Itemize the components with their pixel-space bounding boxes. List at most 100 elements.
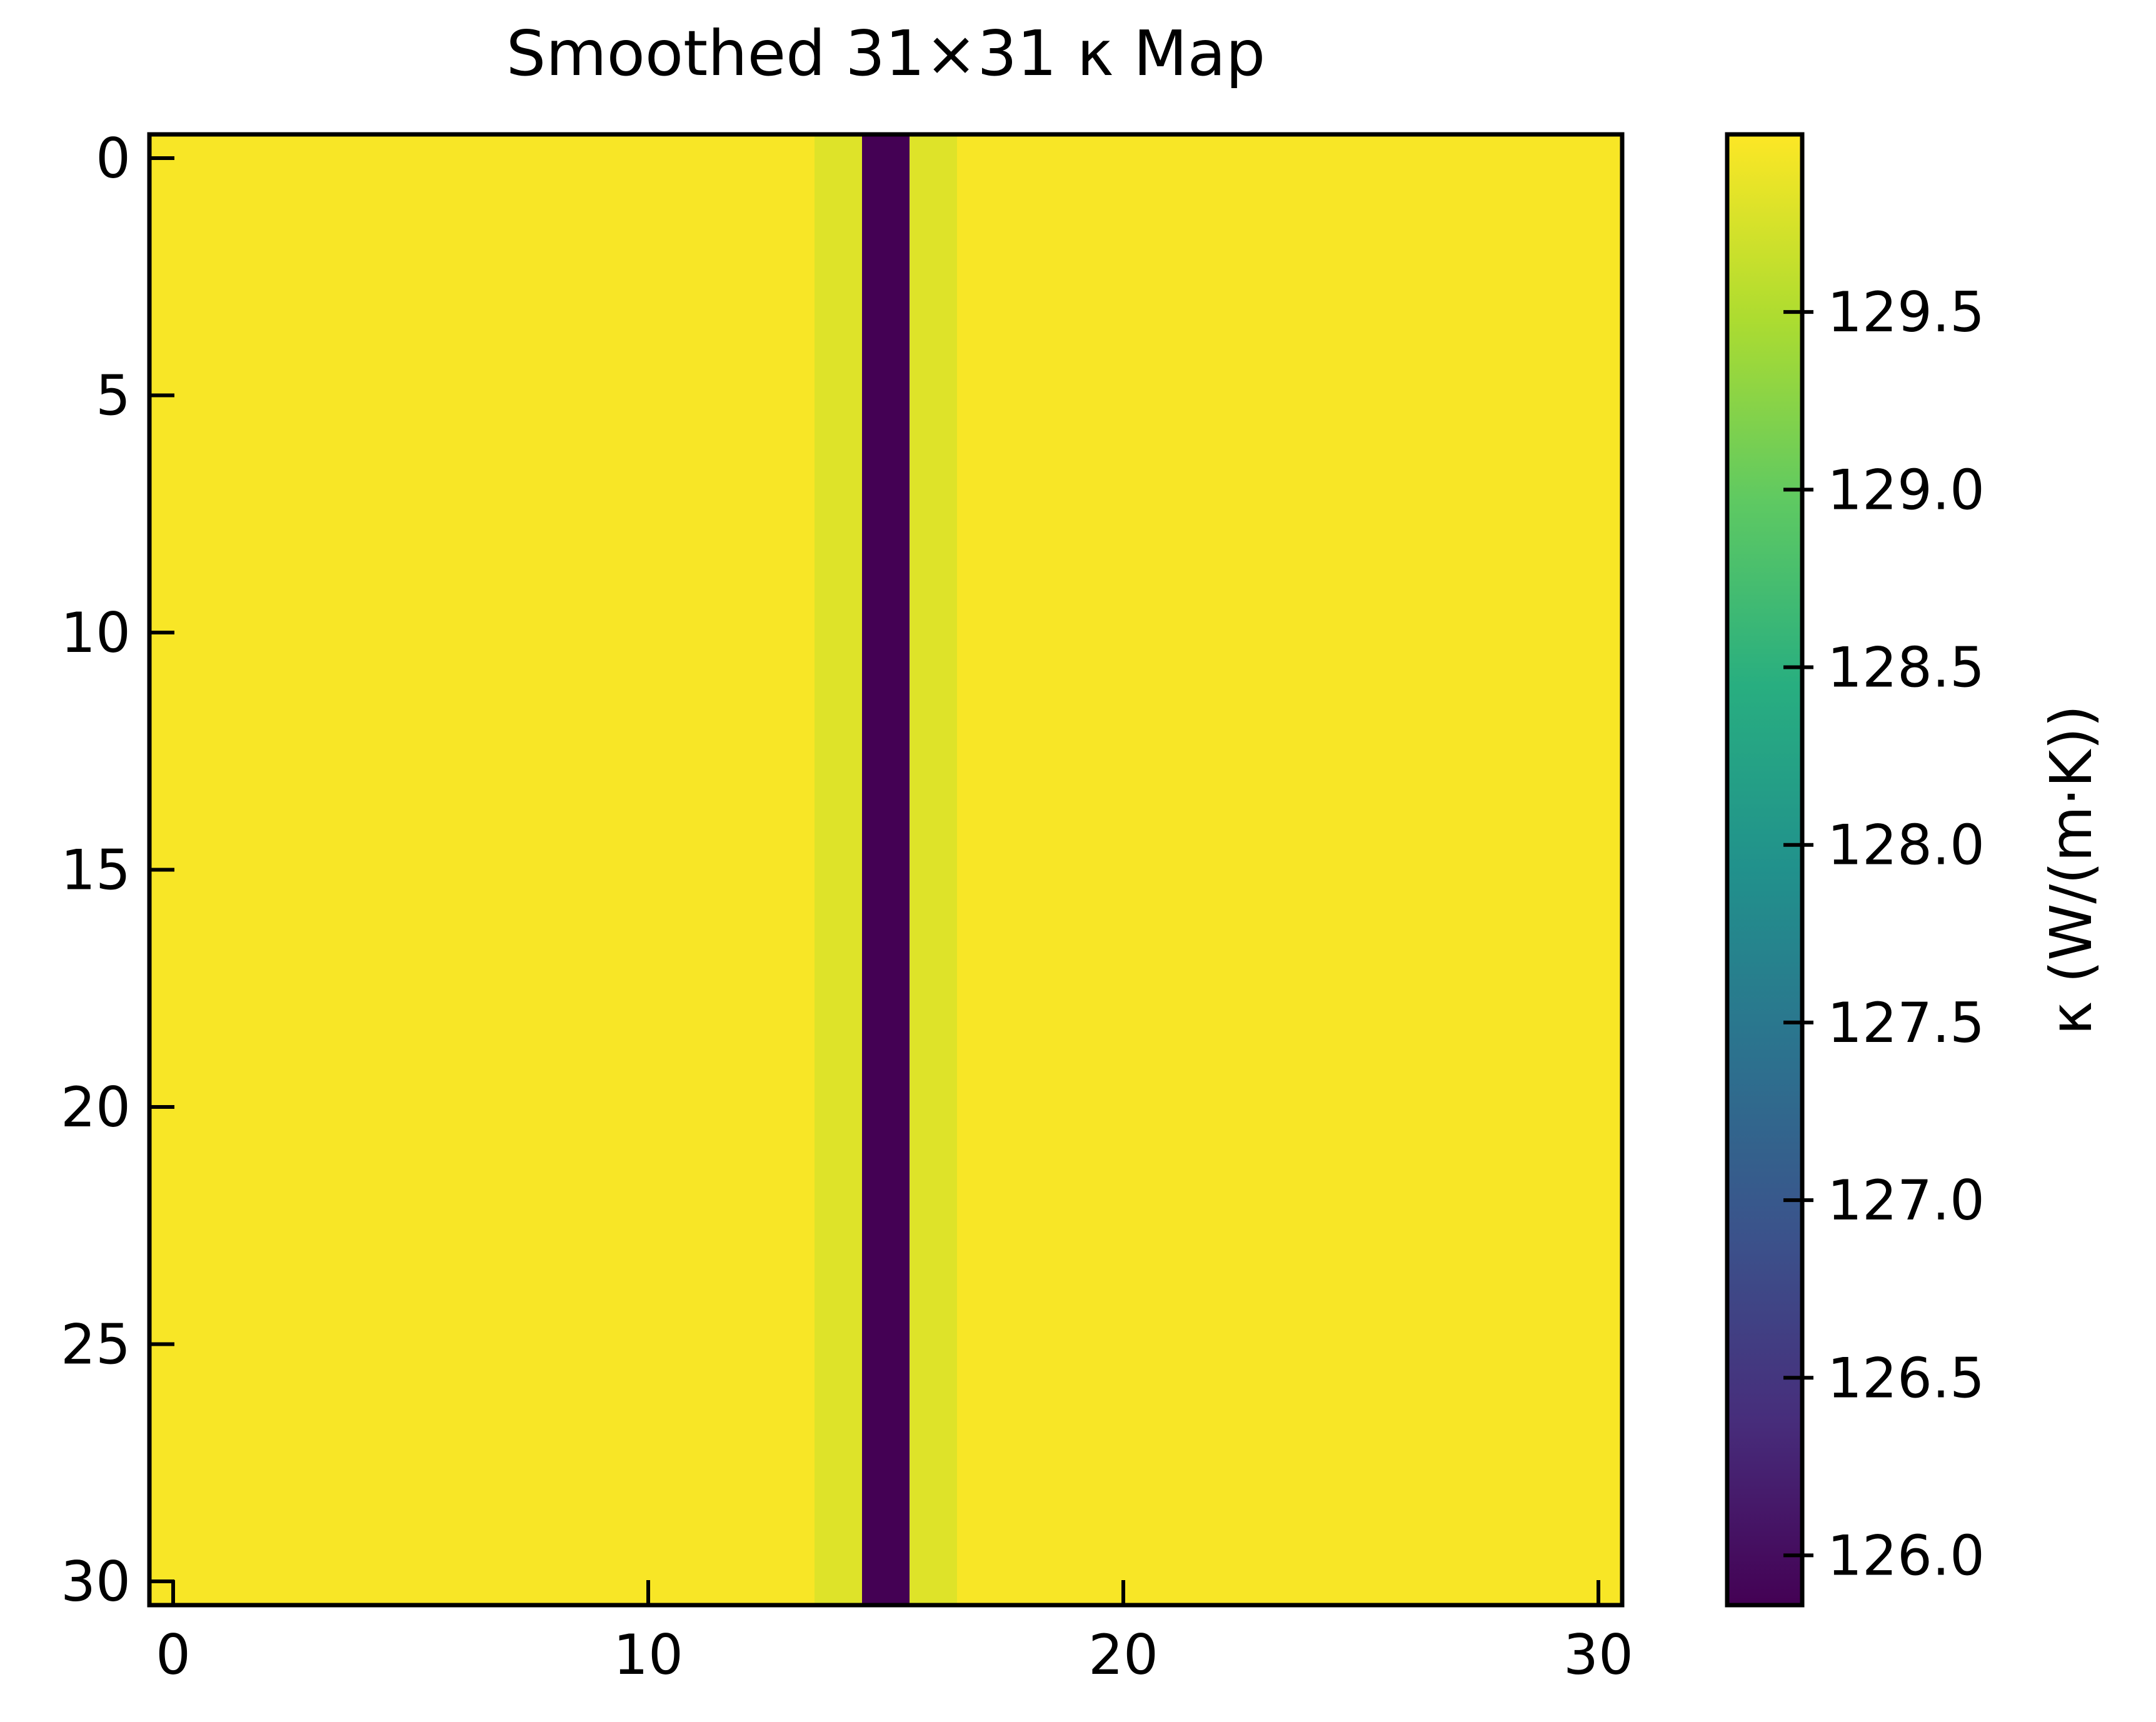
heatmap-cell [1432,514,1480,562]
heatmap-cell [672,609,720,657]
heatmap-cell [1527,466,1575,514]
heatmap-cell [767,893,815,941]
heatmap-cell [529,656,578,704]
heatmap-cell [529,561,578,609]
heatmap-cell [387,1178,435,1226]
heatmap-cell [1527,703,1575,752]
heatmap-cell [957,751,1005,799]
heatmap-cell [1242,846,1290,894]
heatmap-cell [149,181,198,230]
heatmap-cell [1147,324,1195,373]
heatmap-cell [529,1178,578,1226]
heatmap-cell [1527,798,1575,847]
heatmap-cell [862,798,910,847]
heatmap-cell [292,941,340,989]
heatmap-cell [1005,703,1053,752]
heatmap-cell [1290,1225,1338,1274]
heatmap-cell [1052,1463,1100,1511]
heatmap-cell [1575,229,1623,278]
heatmap-cell [957,1083,1005,1131]
heatmap-cell [292,324,340,373]
heatmap-cell [1147,1225,1195,1274]
heatmap-cell [767,1415,815,1463]
heatmap-cell [910,371,958,420]
heatmap-cell [244,1368,293,1416]
heatmap-cell [910,1225,958,1274]
heatmap-cell [1575,419,1623,467]
heatmap-cell [1147,1273,1195,1321]
heatmap-cell [1147,751,1195,799]
heatmap-cell [434,1415,483,1463]
heatmap-cell [1432,419,1480,467]
heatmap-cell [815,134,863,183]
heatmap-cell [529,609,578,657]
heatmap-cell [1337,561,1385,609]
heatmap-cell [1527,1130,1575,1179]
heatmap-cell [862,134,910,183]
heatmap-cell [1290,988,1338,1036]
heatmap-cell [434,561,483,609]
heatmap-cell [957,1415,1005,1463]
heatmap-cell [1385,1368,1433,1416]
heatmap-cell [292,798,340,847]
heatmap-cell [387,798,435,847]
heatmap-cell [1432,656,1480,704]
heatmap-cell [529,893,578,941]
heatmap-cell [1100,893,1148,941]
heatmap-cell [1052,609,1100,657]
heatmap-cell [197,1415,245,1463]
heatmap-cell [672,1415,720,1463]
heatmap-cell [815,1130,863,1179]
heatmap-cell [1290,941,1338,989]
heatmap-cell [767,466,815,514]
heatmap-cell [1575,988,1623,1036]
colorbar [1725,132,1805,1608]
heatmap-cell [529,751,578,799]
heatmap-cell [720,514,768,562]
heatmap-cell [197,1178,245,1226]
heatmap-cell [1052,751,1100,799]
heatmap-cell [1005,324,1053,373]
heatmap-cell [1337,656,1385,704]
heatmap-cell [434,846,483,894]
heatmap-cell [1100,1036,1148,1084]
heatmap-cell [624,751,673,799]
heatmap-cell [1432,1178,1480,1226]
heatmap-cell [244,1558,293,1606]
heatmap-cell [815,181,863,230]
heatmap-cell [957,229,1005,278]
heatmap-cell [910,1083,958,1131]
heatmap-cell [1100,798,1148,847]
heatmap-cell [1195,419,1243,467]
heatmap-cell [434,988,483,1036]
heatmap-cell [1575,324,1623,373]
heatmap-cell [1242,181,1290,230]
heatmap-cell [577,276,625,325]
heatmap-cell [910,419,958,467]
heatmap-cell [387,561,435,609]
heatmap-cell [1147,276,1195,325]
heatmap-cell [862,1510,910,1558]
heatmap-cell [1147,703,1195,752]
heatmap-cell [1385,1130,1433,1179]
heatmap-cell [720,1273,768,1321]
heatmap-cell [434,324,483,373]
heatmap-cell [482,703,530,752]
heatmap-cell [197,988,245,1036]
heatmap-cell [434,751,483,799]
heatmap-cell [292,609,340,657]
heatmap-cell [387,1368,435,1416]
heatmap-cell [387,988,435,1036]
heatmap-cell [672,1510,720,1558]
heatmap-cell [434,609,483,657]
heatmap-cell [1100,1415,1148,1463]
heatmap-cell [672,276,720,325]
heatmap-cell [1147,1036,1195,1084]
heatmap-cell [197,1273,245,1321]
heatmap-cell [1480,1130,1528,1179]
heatmap-cell [292,1130,340,1179]
heatmap-cell [577,846,625,894]
heatmap-cell [1100,371,1148,420]
heatmap-cell [1480,988,1528,1036]
heatmap-cell [434,798,483,847]
